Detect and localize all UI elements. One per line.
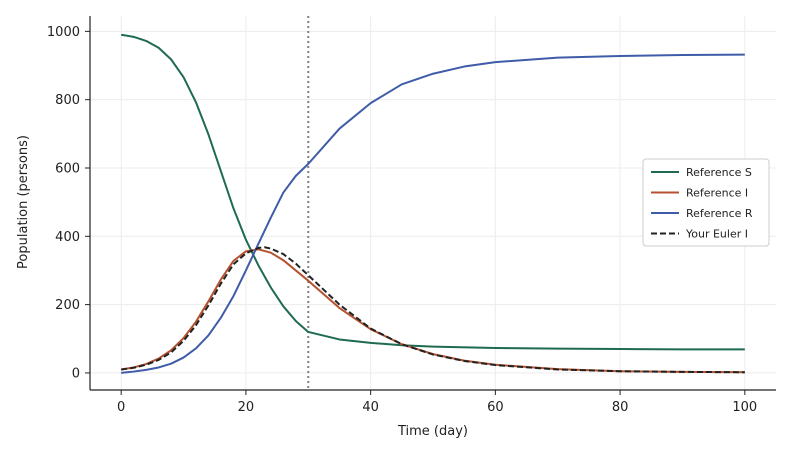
x-tick-label: 0 xyxy=(117,400,125,415)
x-tick-label: 40 xyxy=(362,400,379,415)
y-tick-label: 800 xyxy=(55,93,80,108)
x-tick-label: 20 xyxy=(238,400,255,415)
legend-label: Reference I xyxy=(686,187,748,200)
legend-label: Reference S xyxy=(686,166,752,179)
y-tick-label: 400 xyxy=(55,230,80,245)
series-layer xyxy=(121,33,745,374)
axes xyxy=(89,16,776,391)
series-line-0 xyxy=(121,33,745,351)
x-tick-label: 80 xyxy=(612,400,629,415)
legend: Reference S Reference I Reference R Your Eu… xyxy=(642,158,770,247)
y-tick-label: 0 xyxy=(72,366,80,381)
y-axis-label: Population (persons) xyxy=(16,135,31,269)
x-tick-label: 100 xyxy=(732,400,757,415)
legend-label: Your Euler I xyxy=(685,228,748,241)
series-line-2 xyxy=(121,53,745,374)
y-tick-label: 1000 xyxy=(47,25,80,40)
x-tick-label: 60 xyxy=(487,400,504,415)
legend-label: Reference R xyxy=(686,207,753,220)
y-tick-label: 600 xyxy=(55,161,80,176)
legend-box xyxy=(642,158,770,247)
x-axis-label: Time (day) xyxy=(397,424,468,439)
series-line-3 xyxy=(121,246,745,374)
series-line-1 xyxy=(121,248,745,374)
y-tick-label: 200 xyxy=(55,298,80,313)
